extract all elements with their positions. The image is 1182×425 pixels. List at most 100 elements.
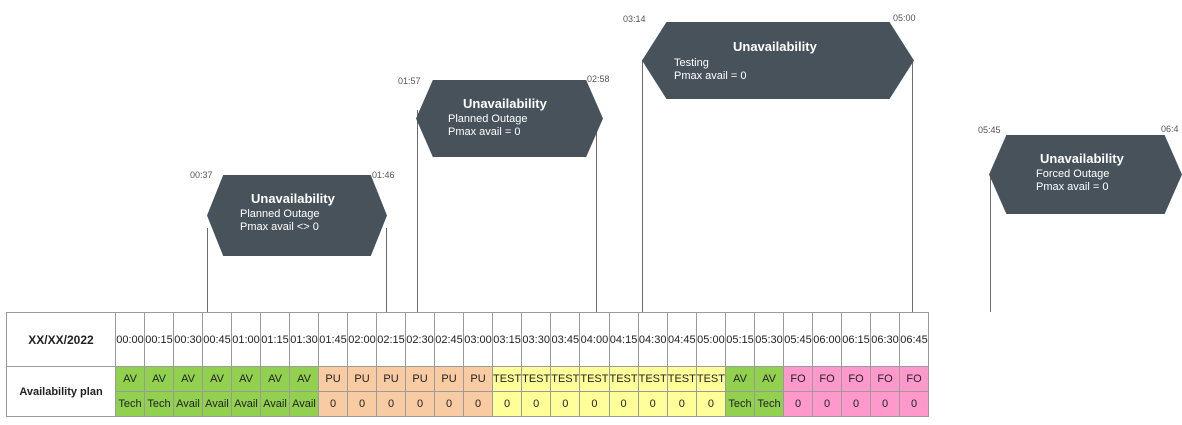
u3-end-line xyxy=(912,60,913,312)
status-cell: PU xyxy=(318,366,348,392)
detail-cell: Avail xyxy=(202,391,232,417)
u3-start-line xyxy=(642,60,643,312)
status-cell: AV xyxy=(260,366,290,392)
time-cell: 06:30 xyxy=(870,312,900,367)
time-cell: 04:15 xyxy=(608,312,639,367)
time-cell: 05:15 xyxy=(725,312,755,367)
detail-cell: 0 xyxy=(463,391,493,417)
u4-pmax: Pmax avail = 0 xyxy=(1036,181,1109,193)
u1-title: Unavailability xyxy=(251,191,335,206)
status-cell: TEST xyxy=(666,366,697,392)
detail-cell: Avail xyxy=(289,391,319,417)
status-cell: FO xyxy=(899,366,929,392)
detail-cell: 0 xyxy=(434,391,464,417)
detail-cell: 0 xyxy=(521,391,552,417)
time-cell: 02:45 xyxy=(434,312,464,367)
u1-pmax: Pmax avail <> 0 xyxy=(240,221,319,233)
detail-cell: 0 xyxy=(550,391,581,417)
row-label: Availability plan xyxy=(6,366,116,417)
time-cell: 05:45 xyxy=(783,312,813,367)
u1-start-line xyxy=(207,228,208,312)
detail-cell: 0 xyxy=(347,391,377,417)
status-cell: TEST xyxy=(637,366,668,392)
u1-end-time: 01:46 xyxy=(372,170,395,180)
detail-cell: 0 xyxy=(579,391,610,417)
time-cell: 04:30 xyxy=(637,312,668,367)
time-cell: 05:30 xyxy=(754,312,784,367)
detail-cell: 0 xyxy=(318,391,348,417)
u2-unavailability-box: Unavailability Planned Outage Pmax avail… xyxy=(416,80,603,157)
time-cell: 04:45 xyxy=(666,312,697,367)
u3-end-time: 05:00 xyxy=(893,13,916,23)
u4-start-line xyxy=(990,175,991,312)
u4-type: Forced Outage xyxy=(1036,168,1110,180)
time-cell: 03:15 xyxy=(491,312,523,367)
u1-unavailability-box: Unavailability Planned Outage Pmax avail… xyxy=(207,175,387,256)
time-header-row: XX/XX/2022 00:00 00:15 00:30 00:45 01:00 01:1… xyxy=(6,312,929,367)
detail-cell: 0 xyxy=(376,391,406,417)
u4-title: Unavailability xyxy=(1040,151,1124,166)
u2-type: Planned Outage xyxy=(448,113,528,125)
time-cell: 00:15 xyxy=(144,312,174,367)
detail-cell: 0 xyxy=(491,391,523,417)
time-cell: 02:00 xyxy=(347,312,377,367)
time-cell: 01:45 xyxy=(318,312,348,367)
detail-cell: Tech xyxy=(725,391,755,417)
status-cell: AV xyxy=(173,366,203,392)
detail-cell: 0 xyxy=(637,391,668,417)
detail-cell: 0 xyxy=(812,391,842,417)
time-cell: 01:15 xyxy=(260,312,290,367)
u2-end-line xyxy=(596,110,597,312)
u4-unavailability-box: Unavailability Forced Outage Pmax avail … xyxy=(989,135,1182,214)
u4-start-time: 05:45 xyxy=(978,125,1001,135)
time-cell: 05:00 xyxy=(695,312,727,367)
status-cell: FO xyxy=(841,366,871,392)
u1-end-line xyxy=(386,228,387,312)
status-row: Availability plan AV AV AV AV AV AV AV PU PU PU PU… xyxy=(6,366,929,417)
detail-cell: Tech xyxy=(115,391,145,417)
time-cell: 01:30 xyxy=(289,312,319,367)
u1-type: Planned Outage xyxy=(240,208,320,220)
detail-cell: 0 xyxy=(608,391,639,417)
detail-cell: Avail xyxy=(260,391,290,417)
time-cell: 03:45 xyxy=(550,312,581,367)
detail-cell: 0 xyxy=(870,391,900,417)
u3-type: Testing xyxy=(674,57,709,69)
u2-start-time: 01:57 xyxy=(398,76,421,86)
time-cell: 06:00 xyxy=(812,312,842,367)
date-cell: XX/XX/2022 xyxy=(6,312,116,367)
status-cell: TEST xyxy=(491,366,523,392)
detail-cell: 0 xyxy=(841,391,871,417)
availability-plan-table: XX/XX/2022 00:00 00:15 00:30 00:45 01:00 01:1… xyxy=(6,312,929,417)
status-cell: PU xyxy=(434,366,464,392)
detail-cell: 0 xyxy=(899,391,929,417)
time-cell: 00:30 xyxy=(173,312,203,367)
status-cell: FO xyxy=(870,366,900,392)
time-cell: 06:45 xyxy=(899,312,929,367)
time-cell: 04:00 xyxy=(579,312,610,367)
u2-start-line xyxy=(417,110,418,312)
u2-pmax: Pmax avail = 0 xyxy=(448,126,521,138)
detail-cell: 0 xyxy=(783,391,813,417)
status-cell: AV xyxy=(202,366,232,392)
detail-cell: Avail xyxy=(173,391,203,417)
time-cell: 03:30 xyxy=(521,312,552,367)
status-cell: AV xyxy=(289,366,319,392)
u2-end-time: 02:58 xyxy=(587,74,610,84)
status-cell: PU xyxy=(463,366,493,392)
time-cell: 06:15 xyxy=(841,312,871,367)
status-cell: AV xyxy=(754,366,784,392)
time-cell: 02:15 xyxy=(376,312,406,367)
status-cell: AV xyxy=(144,366,174,392)
time-cell: 01:00 xyxy=(231,312,261,367)
status-cell: TEST xyxy=(608,366,639,392)
u3-unavailability-box: Unavailability Testing Pmax avail = 0 xyxy=(642,22,914,99)
time-cell: 02:30 xyxy=(405,312,435,367)
detail-cell: 0 xyxy=(405,391,435,417)
status-cell: AV xyxy=(115,366,145,392)
status-cell: TEST xyxy=(550,366,581,392)
detail-cell: 0 xyxy=(666,391,697,417)
time-cell: 00:45 xyxy=(202,312,232,367)
detail-row: Tech Tech Avail Avail Avail Avail Avail 0 0 0 0 0 0 0… xyxy=(7,391,929,417)
